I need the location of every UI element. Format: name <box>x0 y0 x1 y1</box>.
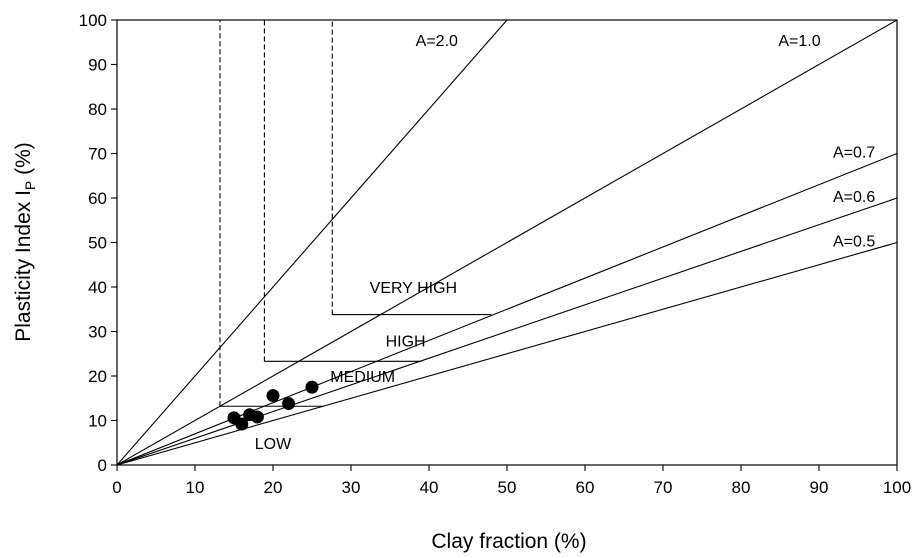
y-tick-label: 80 <box>88 100 107 119</box>
x-tick-label: 60 <box>576 478 595 497</box>
y-axis-title-sub: P <box>22 181 38 190</box>
data-point <box>266 389 280 403</box>
y-tick-label: 50 <box>88 234 107 253</box>
activity-lines <box>116 19 898 466</box>
data-points <box>227 380 319 431</box>
activity-label: A=0.7 <box>833 144 875 161</box>
x-tick-label: 90 <box>810 478 829 497</box>
x-tick-label: 0 <box>112 478 121 497</box>
x-tick-label: 100 <box>883 478 911 497</box>
data-point <box>250 410 264 424</box>
activity-line <box>116 241 898 466</box>
x-axis-title: Clay fraction (%) <box>431 530 586 553</box>
activity-label: A=0.6 <box>833 189 875 206</box>
y-tick-label: 20 <box>88 367 107 386</box>
y-tick-label: 0 <box>98 456 107 475</box>
x-tick-label: 10 <box>186 478 205 497</box>
y-tick-label: 100 <box>79 11 107 30</box>
x-tick-label: 40 <box>420 478 439 497</box>
x-tick-label: 80 <box>732 478 751 497</box>
x-tick-label: 50 <box>498 478 517 497</box>
x-tick-label: 20 <box>264 478 283 497</box>
y-tick-label: 60 <box>88 189 107 208</box>
x-tick-label: 30 <box>342 478 361 497</box>
annotations: A=2.0 A=1.0 A=0.7 A=0.6 A=0.5 LOW MEDIUM HIGH VE… <box>255 33 876 453</box>
y-tick-label: 70 <box>88 145 107 164</box>
data-point <box>305 380 319 394</box>
data-point <box>282 397 296 411</box>
zone-label: VERY HIGH <box>370 280 457 297</box>
axes: 0 10 20 30 40 50 60 70 80 90 100 0 10 20 30 40 50 60 70 80 9… <box>79 11 912 497</box>
y-axis-title: Plasticity Index IP (%) <box>12 142 38 342</box>
y-tick-label: 40 <box>88 278 107 297</box>
zone-boundaries <box>219 20 492 407</box>
y-axis-title-main: Plasticity Index I <box>12 190 35 342</box>
x-tick-label: 70 <box>654 478 673 497</box>
zone-label: MEDIUM <box>330 369 395 386</box>
activity-label: A=0.5 <box>833 233 875 250</box>
y-tick-label: 90 <box>88 56 107 75</box>
y-tick-label: 30 <box>88 323 107 342</box>
data-point <box>235 417 249 431</box>
zone-label: HIGH <box>386 333 426 350</box>
activity-line <box>116 19 898 466</box>
activity-line <box>116 19 508 466</box>
zone-label: LOW <box>255 436 292 453</box>
activity-label: A=2.0 <box>416 33 458 50</box>
y-axis-title-tail: (%) <box>12 142 35 181</box>
y-tick-label: 10 <box>88 412 107 431</box>
activity-label: A=1.0 <box>778 33 820 50</box>
